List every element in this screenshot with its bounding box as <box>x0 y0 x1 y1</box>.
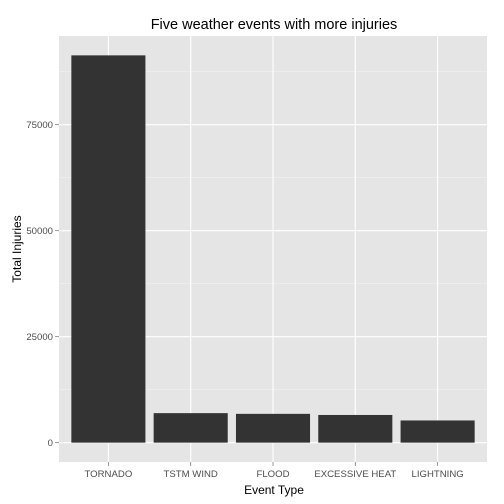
bar-lightning <box>400 420 475 443</box>
y-tick-label: 0 <box>48 438 53 449</box>
x-tick-label: LIGHTNING <box>411 469 463 480</box>
chart-title: Five weather events with more injuries <box>151 17 398 33</box>
bar-excessive-heat <box>318 414 393 443</box>
x-tick-label: TSTM WIND <box>164 469 218 480</box>
y-axis: 0 25000 50000 75000 <box>26 120 59 449</box>
x-tick-label: FLOOD <box>256 469 289 480</box>
bar-tstm-wind <box>153 413 228 443</box>
x-tick-label: EXCESSIVE HEAT <box>314 469 396 480</box>
y-tick-label: 25000 <box>26 332 53 343</box>
y-tick-label: 50000 <box>26 226 53 237</box>
bar-tornado <box>71 55 146 443</box>
bar-flood <box>235 413 311 443</box>
x-tick-label: TORNADO <box>84 469 132 480</box>
y-tick-label: 75000 <box>26 120 53 131</box>
x-axis: TORNADO TSTM WIND FLOOD EXCESSIVE HEAT LIGHT… <box>84 462 464 480</box>
bars <box>71 55 475 443</box>
y-axis-title: Total Injuries <box>10 215 24 282</box>
x-axis-title: Event Type <box>244 483 304 497</box>
